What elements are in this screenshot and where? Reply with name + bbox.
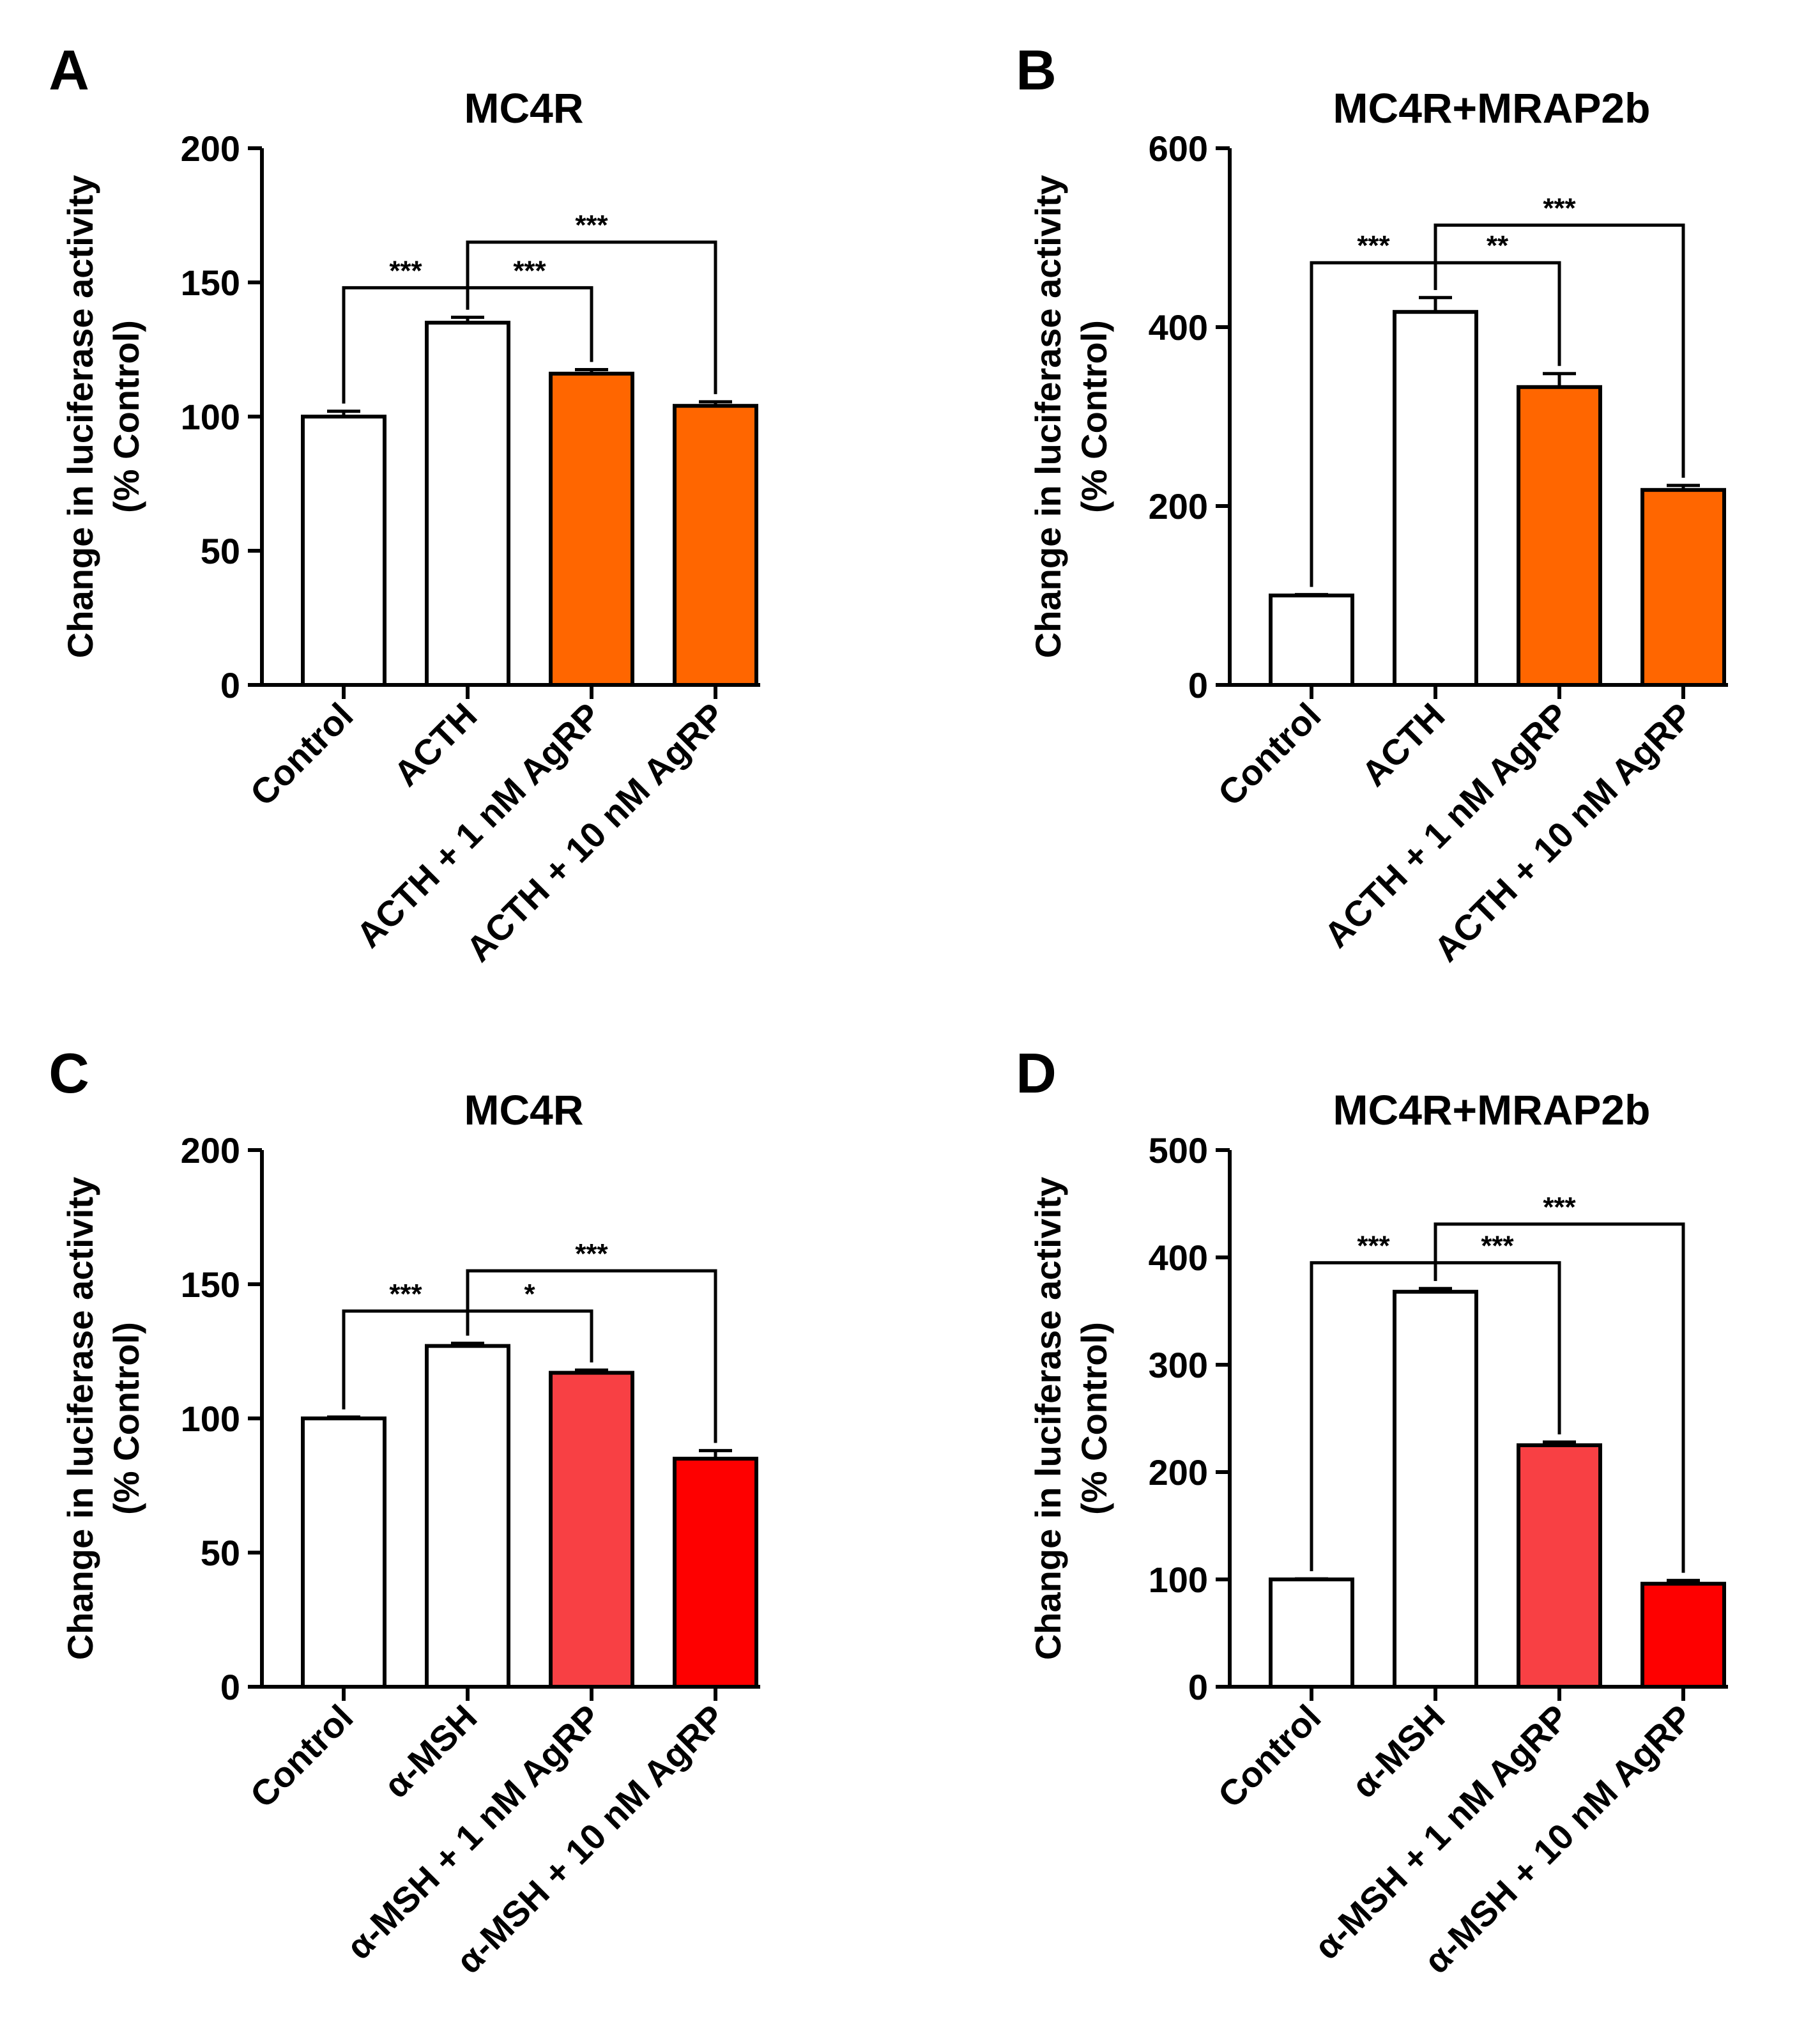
bar [1517,1443,1602,1689]
y-axis-title: Change in luciferase activity [60,175,100,658]
bar [549,371,634,687]
y-tick-label: 200 [1149,486,1208,526]
category-label: ACTH + 1 nM AgRP [348,695,608,955]
y-tick-label: 500 [1149,1130,1208,1171]
significance-label: *** [389,1278,422,1310]
chart-panel-a: A MC4R Change in luciferase activity (% Con… [49,38,760,969]
panel-letter: D [1016,1041,1057,1105]
y-tick-label: 150 [181,1264,240,1305]
significance-label: *** [1543,192,1576,224]
panel-letter: B [1016,38,1057,102]
y-tick-label: 400 [1149,1238,1208,1278]
category-label: Control [1210,1697,1328,1815]
y-tick-label: 0 [220,665,240,705]
significance-label: *** [389,255,422,286]
category-label: α-MSH + 1 nM AgRP [1306,1697,1577,1967]
y-axis-title: Change in luciferase activity [1028,1177,1068,1660]
y-tick-label: 150 [181,263,240,303]
chart-panel-d: D MC4R+MRAP2b Change in luciferase activit… [1016,1041,1728,1981]
category-label: α-MSH [376,1697,484,1806]
y-tick-label: 200 [1149,1452,1208,1493]
chart-title: MC4R [464,1086,583,1133]
y-tick-label: 100 [1149,1560,1208,1600]
y-tick-label: 200 [181,128,240,169]
significance-label: *** [575,210,608,241]
bar [1517,385,1602,687]
chart-panel-c: C MC4R Change in luciferase activity (% Con… [49,1041,760,1981]
y-tick-label: 400 [1149,307,1208,348]
y-tick-label: 100 [181,1399,240,1439]
bar [673,404,758,687]
significance-label: *** [513,255,546,286]
category-label: α-MSH [1343,1697,1452,1806]
y-axis-title: Change in luciferase activity [1028,175,1068,658]
y-tick-label: 0 [220,1667,240,1707]
bar [301,1416,386,1689]
y-axis-subtitle: (% Control) [106,320,146,513]
significance-label: *** [575,1238,608,1270]
y-axis-title: Change in luciferase activity [60,1177,100,1660]
y-tick-label: 0 [1188,1667,1208,1707]
category-label: ACTH [386,695,485,794]
bar [1640,1581,1726,1689]
bar [1393,1289,1478,1689]
chart-title: MC4R+MRAP2b [1333,1086,1651,1133]
significance-label: *** [1357,230,1390,261]
bar [673,1457,758,1689]
category-label: Control [242,1697,360,1815]
bar [549,1370,634,1689]
significance-label: *** [1357,1230,1390,1261]
category-label: α-MSH + 1 nM AgRP [339,1697,609,1967]
significance-label: * [524,1278,535,1310]
significance-bracket [1434,223,1685,478]
y-axis-subtitle: (% Control) [106,1322,146,1515]
bar [425,1344,510,1689]
y-tick-label: 50 [201,1533,240,1573]
panel-letter: A [49,38,89,102]
category-label: ACTH + 1 nM AgRP [1316,695,1576,955]
chart-title: MC4R [464,84,583,132]
bar [301,415,386,687]
y-tick-label: 300 [1149,1345,1208,1385]
y-axis-subtitle: (% Control) [1074,320,1114,513]
category-label: Control [1210,695,1328,813]
bar [1640,487,1726,687]
y-axis-subtitle: (% Control) [1074,1322,1114,1515]
chart-title: MC4R+MRAP2b [1333,84,1651,132]
y-tick-label: 50 [201,531,240,571]
chart-panel-b: B MC4R+MRAP2b Change in luciferase activit… [1016,38,1728,969]
category-label: Control [242,695,360,813]
significance-bracket [1434,1222,1685,1573]
significance-bracket [466,240,717,394]
significance-label: *** [1543,1192,1576,1223]
significance-bracket [466,1269,717,1443]
significance-label: *** [1481,1230,1514,1261]
y-tick-label: 100 [181,397,240,437]
bar [1269,594,1354,687]
significance-label: ** [1487,230,1509,261]
y-tick-label: 0 [1188,665,1208,705]
panel-letter: C [49,1041,89,1105]
y-tick-label: 600 [1149,128,1208,169]
category-label: ACTH [1354,695,1453,794]
y-tick-label: 200 [181,1130,240,1171]
bar [1269,1578,1354,1689]
bar [425,321,510,687]
bar [1393,310,1478,687]
